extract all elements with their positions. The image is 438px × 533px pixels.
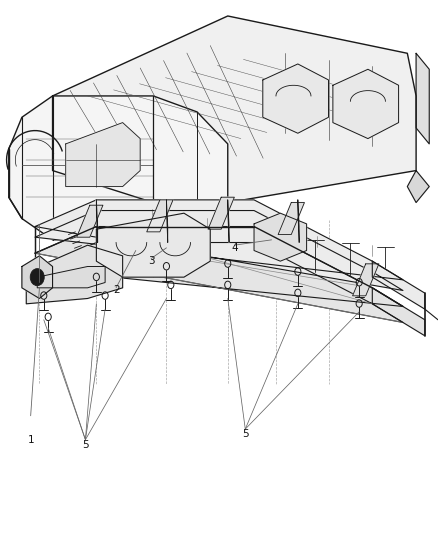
Text: 5: 5 <box>82 440 89 450</box>
Polygon shape <box>35 227 403 322</box>
Text: 4: 4 <box>231 243 238 253</box>
Polygon shape <box>254 213 307 261</box>
Polygon shape <box>53 16 416 203</box>
Polygon shape <box>333 69 399 139</box>
Polygon shape <box>37 266 105 288</box>
Text: 5: 5 <box>242 430 249 439</box>
Polygon shape <box>96 200 98 243</box>
Polygon shape <box>147 200 173 232</box>
Polygon shape <box>9 96 228 240</box>
Polygon shape <box>407 171 429 203</box>
Text: 1: 1 <box>27 435 34 445</box>
Circle shape <box>30 269 44 286</box>
Polygon shape <box>166 200 168 243</box>
Circle shape <box>33 272 41 282</box>
Polygon shape <box>26 245 123 304</box>
Polygon shape <box>66 123 140 187</box>
Polygon shape <box>228 200 229 243</box>
Polygon shape <box>263 64 328 133</box>
Polygon shape <box>298 200 299 243</box>
Polygon shape <box>77 205 103 237</box>
Polygon shape <box>22 256 53 298</box>
Polygon shape <box>208 197 234 229</box>
Text: 3: 3 <box>148 256 155 266</box>
Polygon shape <box>35 200 403 290</box>
Text: 2: 2 <box>113 286 120 295</box>
Polygon shape <box>372 261 425 309</box>
Polygon shape <box>278 203 304 235</box>
Polygon shape <box>416 53 429 144</box>
Polygon shape <box>96 213 210 277</box>
Polygon shape <box>353 264 379 296</box>
Polygon shape <box>372 288 425 336</box>
